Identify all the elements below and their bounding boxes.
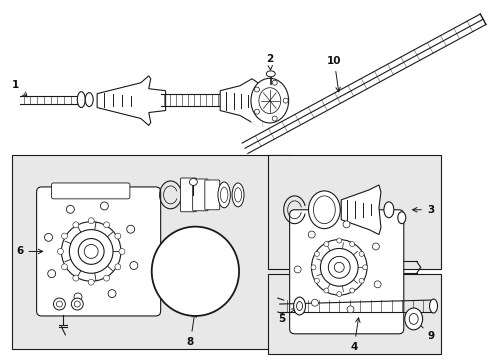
Circle shape (74, 301, 80, 307)
Circle shape (84, 244, 98, 258)
Ellipse shape (404, 308, 422, 330)
Circle shape (103, 275, 109, 281)
Text: 3: 3 (412, 205, 433, 215)
Ellipse shape (313, 196, 335, 224)
Circle shape (53, 298, 65, 310)
FancyBboxPatch shape (51, 183, 130, 199)
Ellipse shape (293, 297, 305, 315)
Circle shape (103, 222, 109, 228)
FancyBboxPatch shape (180, 178, 196, 212)
Circle shape (74, 293, 82, 301)
Text: 1: 1 (12, 80, 27, 97)
Circle shape (73, 275, 79, 281)
Ellipse shape (408, 314, 417, 324)
Polygon shape (251, 108, 262, 126)
Circle shape (346, 306, 353, 313)
FancyBboxPatch shape (192, 179, 207, 211)
Ellipse shape (220, 187, 227, 203)
Ellipse shape (258, 88, 280, 113)
Circle shape (61, 222, 121, 281)
Ellipse shape (383, 202, 393, 218)
FancyBboxPatch shape (204, 180, 219, 210)
Circle shape (343, 221, 349, 228)
Circle shape (272, 116, 277, 121)
Ellipse shape (250, 78, 288, 123)
Text: 10: 10 (326, 56, 341, 92)
FancyBboxPatch shape (37, 187, 161, 316)
Circle shape (56, 301, 62, 307)
Circle shape (71, 298, 83, 310)
Ellipse shape (85, 93, 93, 107)
Circle shape (108, 289, 116, 298)
Circle shape (294, 266, 301, 273)
Circle shape (323, 288, 328, 293)
Polygon shape (341, 185, 380, 235)
Circle shape (349, 288, 354, 293)
Text: 4: 4 (350, 318, 359, 352)
Polygon shape (220, 79, 257, 122)
Circle shape (73, 222, 79, 228)
Circle shape (334, 262, 344, 272)
Circle shape (61, 233, 67, 239)
Text: 6: 6 (16, 247, 42, 256)
Text: 5: 5 (278, 308, 296, 324)
Circle shape (358, 278, 364, 283)
Bar (267, 274, 441, 354)
Circle shape (323, 242, 328, 247)
Circle shape (311, 239, 366, 295)
Ellipse shape (218, 182, 230, 208)
Circle shape (119, 248, 124, 255)
Circle shape (358, 251, 364, 256)
Circle shape (254, 87, 259, 92)
Circle shape (283, 98, 287, 103)
Ellipse shape (266, 71, 275, 77)
Ellipse shape (189, 179, 197, 185)
Ellipse shape (232, 183, 244, 207)
Circle shape (88, 218, 94, 224)
Circle shape (349, 242, 354, 247)
Circle shape (336, 292, 341, 297)
Ellipse shape (308, 191, 340, 229)
Bar (12, 155, 289, 349)
Circle shape (336, 238, 341, 243)
Circle shape (57, 248, 63, 255)
Text: 9: 9 (416, 321, 434, 341)
Circle shape (130, 262, 138, 270)
Ellipse shape (296, 302, 302, 310)
Circle shape (44, 233, 52, 241)
Text: 8: 8 (186, 313, 196, 347)
Circle shape (311, 299, 318, 306)
Ellipse shape (77, 92, 85, 108)
Circle shape (115, 233, 121, 239)
Polygon shape (97, 76, 165, 125)
Circle shape (314, 251, 319, 256)
Circle shape (48, 270, 56, 278)
Circle shape (327, 256, 349, 278)
Text: 7: 7 (342, 203, 360, 219)
Circle shape (272, 80, 277, 85)
Circle shape (66, 205, 74, 213)
Ellipse shape (397, 212, 405, 224)
Bar (267, 155, 441, 269)
Circle shape (372, 243, 379, 250)
FancyBboxPatch shape (289, 210, 403, 334)
Circle shape (254, 109, 259, 114)
Circle shape (69, 230, 113, 273)
Circle shape (115, 264, 121, 270)
Circle shape (126, 225, 134, 233)
Ellipse shape (234, 188, 241, 202)
Ellipse shape (151, 227, 239, 316)
Ellipse shape (428, 299, 437, 313)
Circle shape (314, 278, 319, 283)
Circle shape (320, 248, 357, 286)
Circle shape (373, 281, 380, 288)
Circle shape (100, 202, 108, 210)
Circle shape (307, 231, 315, 238)
Text: 2: 2 (265, 54, 273, 70)
Circle shape (88, 279, 94, 285)
Circle shape (362, 265, 367, 270)
Circle shape (78, 239, 104, 264)
Circle shape (61, 264, 67, 270)
Circle shape (310, 265, 315, 270)
